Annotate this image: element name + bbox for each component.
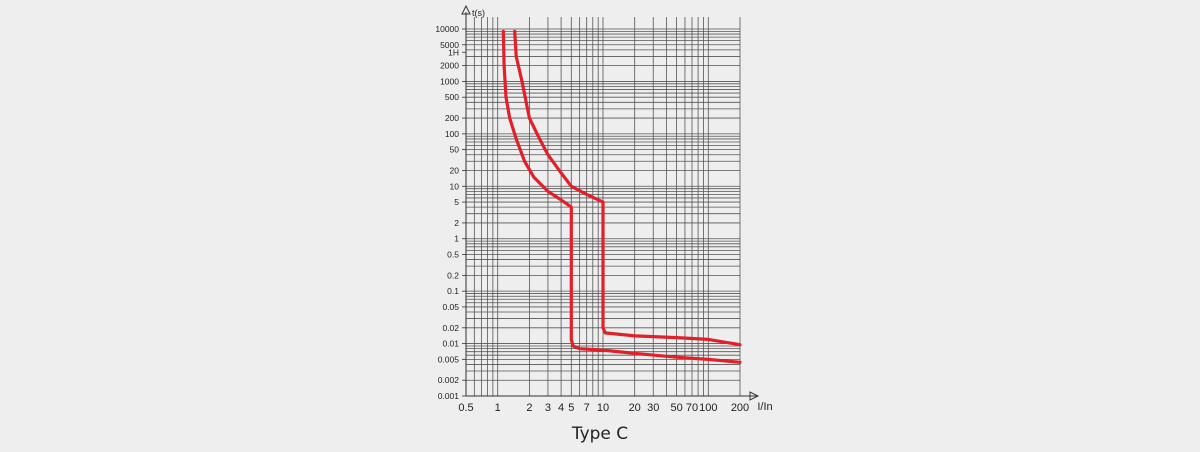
chart-svg: t(s)I/In1000050001H200010005002001005020… bbox=[435, 4, 773, 414]
y-tick-label: 0.5 bbox=[447, 249, 459, 259]
y-tick-label: 1 bbox=[454, 234, 459, 244]
x-tick-label: 20 bbox=[629, 402, 641, 414]
series bbox=[501, 29, 742, 364]
x-tick-label: 70 bbox=[686, 402, 698, 414]
x-tick-label: 100 bbox=[699, 402, 717, 414]
x-tick-label: 7 bbox=[584, 402, 590, 414]
y-tick-label: 5 bbox=[454, 197, 459, 207]
x-tick-label: 4 bbox=[558, 402, 564, 414]
y-tick-label: 0.001 bbox=[438, 391, 460, 401]
axes bbox=[461, 4, 760, 401]
x-axis-arrow bbox=[749, 391, 760, 401]
y-tick-label: 5000 bbox=[440, 40, 459, 50]
x-tick-label: 10 bbox=[597, 402, 609, 414]
y-axis-arrow bbox=[461, 4, 471, 15]
y-tick-label: 0.05 bbox=[442, 302, 459, 312]
y-tick-label: 0.02 bbox=[442, 323, 459, 333]
grid bbox=[465, 17, 741, 397]
y-tick-label: 2 bbox=[454, 218, 459, 228]
y-tick-label: 1000 bbox=[440, 76, 459, 86]
x-tick-label: 5 bbox=[568, 402, 574, 414]
y-tick-label: 0.2 bbox=[447, 270, 459, 280]
x-tick-label: 1 bbox=[495, 402, 501, 414]
y-tick-label: 0.002 bbox=[438, 375, 460, 385]
y-tick-label: 100 bbox=[445, 129, 459, 139]
y-tick-label: 500 bbox=[445, 92, 459, 102]
trip-curve-upper bbox=[513, 29, 742, 347]
y-tick-label: 2000 bbox=[440, 61, 459, 71]
y-tick-label: 200 bbox=[445, 113, 459, 123]
y-tick-label: 10 bbox=[450, 181, 460, 191]
x-tick-label: 50 bbox=[670, 402, 682, 414]
y-tick-label: 1H bbox=[448, 47, 459, 57]
y-tick-label: 10000 bbox=[435, 24, 459, 34]
x-tick-label: 30 bbox=[647, 402, 659, 414]
x-tick-label: 2 bbox=[526, 402, 532, 414]
x-tick-label: 0.5 bbox=[458, 402, 473, 414]
y-tick-label: 50 bbox=[450, 145, 460, 155]
y-tick-label: 0.01 bbox=[442, 339, 459, 349]
x-axis-label: I/In bbox=[757, 401, 772, 413]
tick-labels: t(s)I/In1000050001H200010005002001005020… bbox=[435, 8, 772, 414]
y-tick-label: 0.1 bbox=[447, 286, 459, 296]
y-axis-label: t(s) bbox=[472, 8, 485, 18]
trip-curve-lower bbox=[501, 29, 742, 364]
x-tick-label: 200 bbox=[731, 402, 749, 414]
chart-caption: Type C bbox=[571, 424, 629, 444]
x-tick-label: 3 bbox=[545, 402, 551, 414]
y-tick-label: 0.005 bbox=[438, 354, 460, 364]
y-tick-label: 20 bbox=[450, 166, 460, 176]
